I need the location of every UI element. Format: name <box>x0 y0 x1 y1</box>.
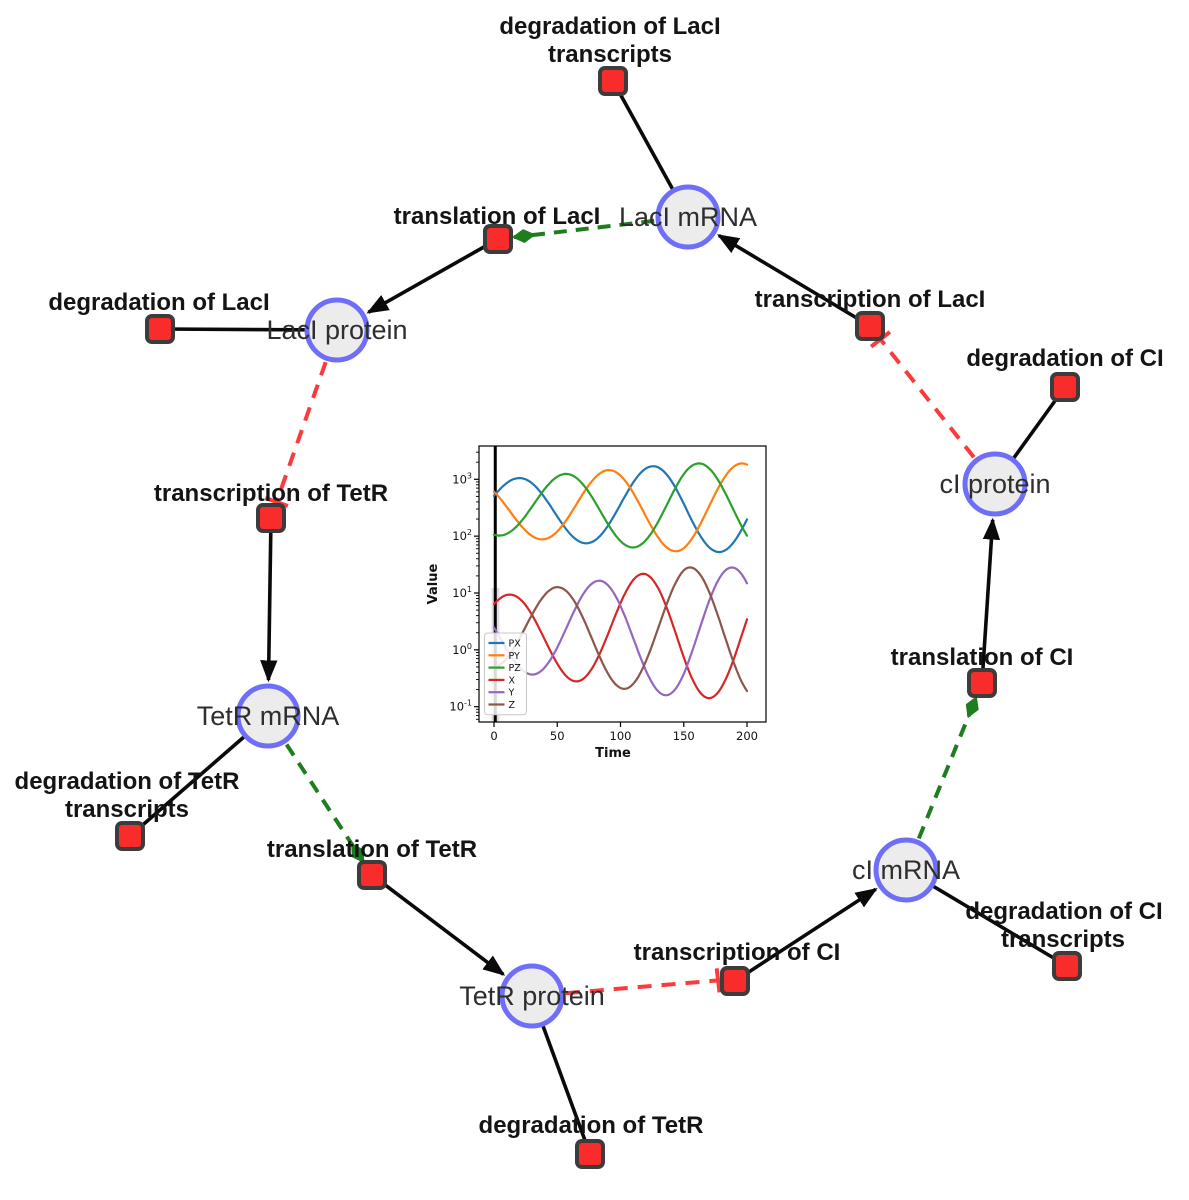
node-transcription-tetR[interactable] <box>256 503 286 533</box>
x-tick-label: 150 <box>673 729 695 743</box>
label-transcription-lacI: transcription of LacI <box>755 286 986 313</box>
y-tick-label: 102 <box>452 528 472 543</box>
label-cI-mRNA: cI mRNA <box>852 855 960 885</box>
label-degradation-tetR-transcripts-1: degradation of TetR <box>15 768 240 795</box>
label-transcription-tetR: transcription of TetR <box>154 480 388 507</box>
node-translation-cI[interactable] <box>967 668 997 698</box>
node-degradation-cI-transcripts[interactable] <box>1052 951 1082 981</box>
label-translation-lacI: translation of LacI <box>394 203 601 230</box>
node-lacI-protein[interactable] <box>304 297 370 363</box>
node-cI-mRNA[interactable] <box>873 837 939 903</box>
y-tick-label: 103 <box>452 471 472 486</box>
label-degradation-cI-transcripts-2: transcripts <box>1001 926 1125 953</box>
series-Y <box>492 566 749 697</box>
edge-lacI-protein-inhibits-transcription-tetR <box>274 361 328 503</box>
legend-label-Y: Y <box>508 688 515 699</box>
x-axis-title: Time <box>595 746 631 761</box>
label-degradation-tetR-transcripts-2: transcripts <box>65 796 189 823</box>
edge-cI-mRNA-activates-translation <box>916 695 979 840</box>
edge-lacI-mRNA-activates-translation <box>511 218 655 243</box>
plot-curves <box>491 446 749 722</box>
tbar-transcription-tetR <box>264 496 289 508</box>
time-series-plot: 0 50 100 150 20010-1100101102103TimeValuePXP… <box>426 445 767 761</box>
node-translation-tetR[interactable] <box>357 860 387 890</box>
reaction-nodes <box>115 66 1082 1169</box>
label-degradation-lacI-transcripts-2: transcripts <box>548 41 672 68</box>
node-degradation-lacI[interactable] <box>145 314 175 344</box>
label-tetR-mRNA: TetR mRNA <box>197 701 340 731</box>
label-tetR-protein: TetR protein <box>459 981 605 1011</box>
label-cI-protein: cI protein <box>939 469 1050 499</box>
edge-transcription-cI-to-cI-mRNA <box>734 887 878 983</box>
node-translation-lacI[interactable] <box>483 224 513 254</box>
legend-label-X: X <box>509 675 516 686</box>
series-PZ <box>492 462 749 549</box>
y-tick-label: 10-1 <box>449 699 472 714</box>
label-degradation-lacI-transcripts-1: degradation of LacI <box>499 13 720 40</box>
node-lacI-mRNA[interactable] <box>655 184 721 250</box>
edge-transcription-tetR-to-tetR-mRNA <box>260 517 278 683</box>
x-tick-label: 200 <box>736 729 758 743</box>
legend-label-Z: Z <box>509 700 516 711</box>
node-degradation-tetR-transcripts[interactable] <box>115 821 145 851</box>
reaction-labels: degradation of LacI transcripts translat… <box>15 13 1164 1139</box>
series-X <box>492 572 749 700</box>
label-translation-tetR: translation of TetR <box>267 836 477 863</box>
label-lacI-protein: LacI protein <box>266 315 407 345</box>
edge-translation-cI-to-cI-protein <box>980 517 1001 684</box>
node-transcription-lacI[interactable] <box>855 311 885 341</box>
label-degradation-lacI: degradation of LacI <box>48 289 269 316</box>
node-cI-protein[interactable] <box>962 451 1028 517</box>
x-tick-label: 100 <box>610 729 632 743</box>
plot-frame <box>478 445 767 723</box>
label-degradation-cI: degradation of CI <box>966 345 1163 372</box>
node-tetR-protein[interactable] <box>499 963 565 1029</box>
legend-label-PZ: PZ <box>509 663 522 674</box>
legend-label-PX: PX <box>509 639 522 650</box>
label-translation-cI: translation of CI <box>891 644 1074 671</box>
y-axis-title: Value <box>426 563 441 604</box>
label-transcription-cI: transcription of CI <box>634 939 841 966</box>
species-nodes: LacI mRNA LacI protein TetR mRNA TetR pr… <box>197 184 1051 1029</box>
edge-tetR-mRNA-activates-translation <box>284 743 365 864</box>
label-lacI-mRNA: LacI mRNA <box>619 202 757 232</box>
series-PX <box>492 465 749 554</box>
edge-translation-tetR-to-tetR-protein <box>370 873 506 976</box>
node-degradation-tetR[interactable] <box>575 1139 605 1169</box>
node-tetR-mRNA[interactable] <box>235 683 301 749</box>
edge-translation-lacI-to-lacI-protein <box>366 237 499 314</box>
y-tick-label: 101 <box>452 585 472 600</box>
activation-edges <box>284 218 979 864</box>
x-tick-label: 50 <box>550 729 565 743</box>
node-degradation-cI[interactable] <box>1050 372 1080 402</box>
legend-label-PY: PY <box>509 651 521 662</box>
x-tick-label: 0 <box>490 729 497 743</box>
edge-transcription-lacI-to-lacI-mRNA <box>716 233 871 328</box>
series-PY <box>492 462 749 553</box>
series-Z <box>492 566 749 693</box>
label-degradation-cI-transcripts-1: degradation of CI <box>965 898 1162 925</box>
label-degradation-tetR: degradation of TetR <box>479 1112 704 1139</box>
tbar-transcription-cI <box>714 968 722 993</box>
edge-tetR-protein-inhibits-transcription-cI <box>565 978 719 996</box>
node-degradation-lacI-transcripts[interactable] <box>598 66 628 96</box>
y-tick-label: 100 <box>452 642 472 657</box>
edge-cI-protein-inhibits-transcription-lacI <box>878 338 976 459</box>
legend-box <box>484 632 527 716</box>
node-transcription-cI[interactable] <box>720 966 750 996</box>
